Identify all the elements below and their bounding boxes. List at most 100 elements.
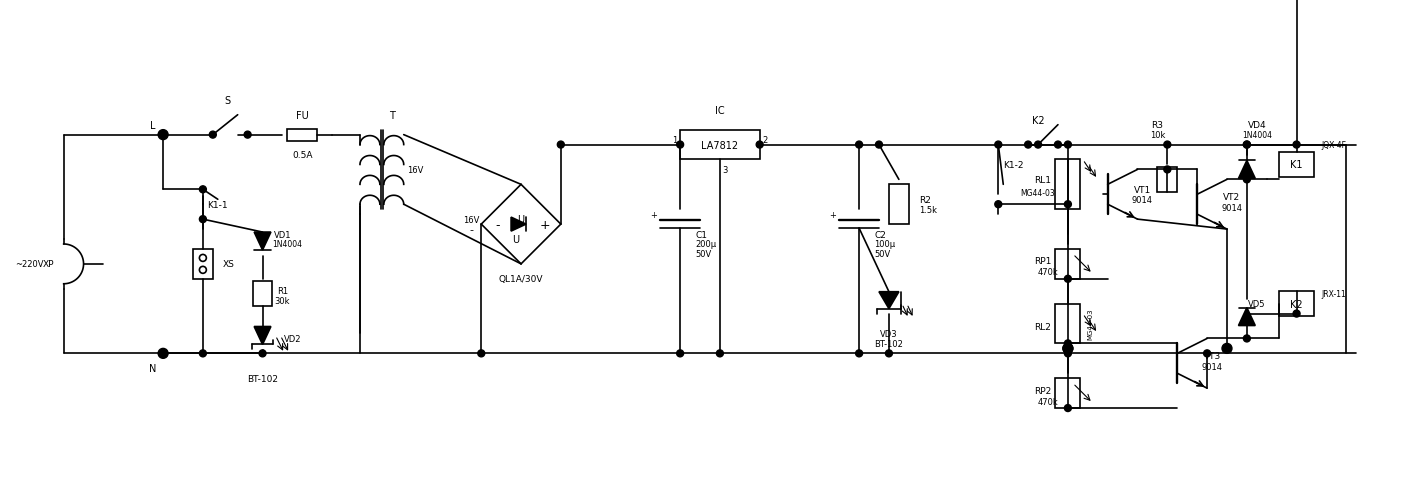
Text: 1N4004: 1N4004 (1242, 131, 1272, 140)
Circle shape (1065, 276, 1072, 283)
Circle shape (1222, 344, 1232, 354)
Circle shape (1064, 344, 1073, 354)
Text: +: + (651, 211, 658, 220)
Circle shape (1293, 142, 1300, 149)
Circle shape (1243, 142, 1250, 149)
Polygon shape (511, 218, 525, 231)
Bar (680, 130, 760, 160)
Text: 1.5k: 1.5k (919, 205, 937, 214)
Text: VD5: VD5 (1248, 300, 1266, 308)
Text: 50V: 50V (695, 250, 711, 259)
Bar (192, 249, 212, 279)
Circle shape (1034, 142, 1041, 149)
Text: MG44-03: MG44-03 (1087, 308, 1093, 340)
Text: K2: K2 (1290, 299, 1302, 309)
Circle shape (756, 142, 763, 149)
Circle shape (160, 350, 167, 357)
Bar (1279, 152, 1314, 178)
Text: 1: 1 (673, 136, 677, 145)
Polygon shape (880, 292, 899, 309)
Circle shape (677, 142, 684, 149)
Text: BT-102: BT-102 (247, 374, 278, 383)
Text: K1-2: K1-2 (1003, 161, 1023, 169)
Text: -: - (469, 225, 473, 235)
Text: N: N (149, 363, 157, 374)
Text: T: T (389, 110, 395, 121)
Text: VD4: VD4 (1248, 121, 1266, 130)
Text: S: S (225, 96, 230, 106)
Text: JRX-11: JRX-11 (1322, 289, 1346, 299)
Circle shape (200, 350, 207, 357)
Text: 470k: 470k (1038, 397, 1058, 406)
Text: R2: R2 (919, 196, 930, 204)
Circle shape (159, 348, 169, 359)
Text: 16V: 16V (464, 215, 479, 224)
Bar (889, 185, 909, 225)
Text: 10k: 10k (1149, 131, 1165, 140)
Text: RL1: RL1 (1034, 176, 1051, 184)
Text: RP2: RP2 (1034, 386, 1052, 395)
Circle shape (1163, 142, 1170, 149)
Bar (1158, 167, 1177, 192)
Bar (253, 282, 273, 306)
Text: +: + (540, 218, 551, 231)
Bar (1055, 160, 1080, 210)
Text: 470k: 470k (1038, 268, 1058, 277)
Circle shape (995, 142, 1002, 149)
Bar (1055, 378, 1080, 408)
Text: K2: K2 (1031, 116, 1044, 125)
Text: MG44-03: MG44-03 (1020, 188, 1055, 197)
Circle shape (200, 186, 207, 194)
Circle shape (478, 350, 485, 357)
Circle shape (1065, 405, 1072, 412)
Text: -: - (495, 218, 499, 231)
Text: +: + (829, 211, 836, 220)
Circle shape (1243, 142, 1250, 149)
Text: JQX-4F: JQX-4F (1322, 141, 1346, 150)
Text: VD3: VD3 (880, 329, 898, 338)
Text: 30k: 30k (274, 297, 291, 305)
Circle shape (159, 130, 169, 140)
Text: K1-1: K1-1 (208, 200, 228, 209)
Text: R1: R1 (277, 287, 288, 296)
Circle shape (856, 350, 863, 357)
Text: K1: K1 (1290, 160, 1302, 170)
Circle shape (1064, 344, 1073, 354)
Polygon shape (1239, 161, 1255, 179)
Circle shape (209, 132, 216, 139)
Text: FU: FU (296, 110, 309, 121)
Circle shape (1243, 335, 1250, 342)
Text: 9014: 9014 (1221, 203, 1242, 212)
Text: VD1: VD1 (274, 230, 291, 239)
Circle shape (1243, 177, 1250, 183)
Bar (1279, 292, 1314, 317)
Text: VT1: VT1 (1134, 185, 1151, 195)
Circle shape (677, 350, 684, 357)
Circle shape (1293, 310, 1300, 318)
Circle shape (558, 142, 565, 149)
Circle shape (1204, 350, 1211, 357)
Text: RP1: RP1 (1034, 257, 1052, 266)
Circle shape (1024, 142, 1031, 149)
Text: U: U (513, 235, 520, 244)
Text: 3: 3 (722, 166, 728, 175)
Text: 0.5A: 0.5A (292, 151, 312, 160)
Circle shape (885, 350, 892, 357)
Text: IC: IC (715, 106, 725, 116)
Text: BT-102: BT-102 (874, 339, 903, 348)
Circle shape (1065, 201, 1072, 208)
Circle shape (200, 216, 207, 223)
Text: 2: 2 (762, 136, 767, 145)
Text: VT2: VT2 (1224, 192, 1241, 201)
Text: ~220V: ~220V (14, 260, 44, 269)
Circle shape (717, 350, 724, 357)
Text: R3: R3 (1151, 121, 1163, 130)
Circle shape (1163, 166, 1170, 174)
Text: RL2: RL2 (1034, 322, 1051, 332)
Text: L: L (150, 121, 156, 130)
Text: 9014: 9014 (1132, 196, 1154, 204)
Text: C1: C1 (695, 230, 707, 239)
Bar (1055, 304, 1080, 344)
Text: QL1A/30V: QL1A/30V (499, 275, 544, 284)
Circle shape (995, 201, 1002, 208)
